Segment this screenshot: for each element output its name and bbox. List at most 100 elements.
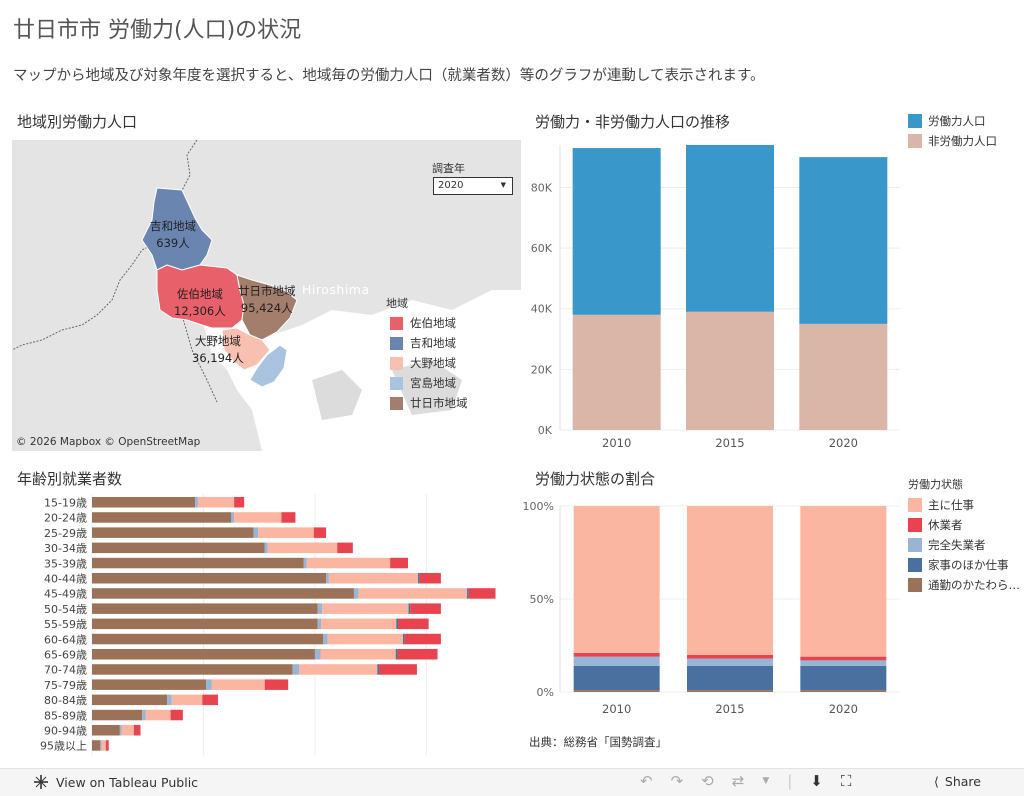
region-ono[interactable] [221, 327, 271, 371]
stacked-bar-segment[interactable] [231, 512, 235, 523]
stacked-bar-segment[interactable] [323, 633, 328, 645]
stacked-bar-segment[interactable] [92, 603, 318, 614]
map-legend-item-yoshiwa[interactable]: 吉和地域 [390, 335, 456, 351]
stacked-bar-segment[interactable] [800, 665, 887, 691]
stacked-bar-segment[interactable] [358, 588, 468, 599]
stacked-bar-segment[interactable] [402, 633, 405, 645]
stacked-bar-segment[interactable] [687, 654, 773, 659]
status-legend-item-commuting[interactable]: 通勤のかたわら… [908, 577, 1020, 593]
stacked-bar-segment[interactable] [410, 603, 441, 614]
stacked-bar-segment[interactable] [337, 542, 353, 554]
stacked-bar-segment[interactable] [573, 656, 660, 666]
pause-icon[interactable]: ▼ [762, 776, 770, 786]
stacked-bar-segment[interactable] [195, 497, 198, 508]
stacked-bar-segment[interactable] [92, 618, 318, 630]
stacked-bar-segment[interactable] [573, 690, 660, 692]
stacked-bar-segment[interactable] [800, 656, 887, 661]
stacked-bar-segment[interactable] [321, 618, 397, 630]
status-legend-item-on-leave[interactable]: 休業者 [908, 517, 963, 533]
map-attribution[interactable]: © 2026 Mapbox © OpenStreetMap [16, 436, 201, 448]
stacked-bar-segment[interactable] [326, 573, 329, 584]
stacked-bar-segment[interactable] [170, 709, 183, 721]
stacked-bar-segment[interactable] [92, 497, 196, 508]
stacked-bar-segment[interactable] [92, 588, 354, 599]
stacked-bar-segment[interactable] [468, 588, 496, 599]
stacked-bar-segment[interactable] [317, 603, 323, 614]
stacked-bar-segment[interactable] [572, 148, 661, 315]
region-hatsukaichi[interactable] [236, 274, 298, 341]
stacked-bar-segment[interactable] [573, 665, 660, 691]
stacked-bar-segment[interactable] [92, 694, 168, 706]
stacked-bar-segment[interactable] [397, 649, 438, 660]
stacked-bar-segment[interactable] [327, 633, 403, 645]
stacked-bar-segment[interactable] [92, 649, 315, 660]
stacked-bar-segment[interactable] [573, 652, 660, 657]
stacked-bar-segment[interactable] [800, 690, 887, 692]
stacked-bar-segment[interactable] [171, 694, 203, 706]
age-employment-chart[interactable]: 15-19歳 20-24歳 25-29歳 30-34歳 35-39歳 40-44歳 45-4… [0, 494, 515, 762]
stacked-bar-segment[interactable] [92, 709, 143, 721]
stacked-bar-segment[interactable] [92, 542, 265, 554]
stacked-bar-segment[interactable] [264, 542, 268, 554]
stacked-bar-segment[interactable] [317, 618, 322, 630]
year-filter-dropdown[interactable]: 2020 ▼ [433, 177, 513, 195]
map-legend-item-miyajima[interactable]: 宮島地域 [390, 375, 456, 391]
stacked-bar-segment[interactable] [92, 633, 324, 645]
stacked-bar-segment[interactable] [281, 512, 296, 523]
stacked-bar-segment[interactable] [320, 649, 396, 660]
download-icon[interactable]: ⬇ [810, 772, 823, 790]
stacked-bar-segment[interactable] [197, 497, 235, 508]
map-legend-item-ono[interactable]: 大野地域 [390, 355, 456, 371]
stacked-bar-segment[interactable] [687, 665, 773, 691]
stacked-bar-segment[interactable] [353, 588, 359, 599]
stacked-bar-segment[interactable] [101, 740, 106, 751]
stacked-bar-segment[interactable] [396, 618, 398, 630]
stacked-bar-segment[interactable] [800, 660, 887, 666]
stacked-bar-segment[interactable] [234, 497, 245, 508]
stacked-bar-segment[interactable] [92, 664, 293, 675]
trend-legend-item-labor[interactable]: 労働力人口 [908, 113, 986, 129]
stacked-bar-segment[interactable] [379, 664, 417, 675]
stacked-bar-segment[interactable] [92, 557, 304, 569]
stacked-bar-segment[interactable] [687, 506, 773, 655]
stacked-bar-segment[interactable] [322, 603, 409, 614]
stacked-bar-segment[interactable] [390, 557, 409, 569]
stacked-bar-segment[interactable] [119, 725, 122, 736]
stacked-bar-segment[interactable] [234, 512, 282, 523]
map-legend-item-hatsukaichi[interactable]: 廿日市地域 [390, 395, 468, 411]
status-share-chart[interactable]: 0% 50% 100% 2010 2015 2020 [520, 492, 905, 722]
status-legend-item-unemployed[interactable]: 完全失業者 [908, 537, 986, 553]
stacked-bar-segment[interactable] [100, 740, 102, 751]
stacked-bar-segment[interactable] [142, 709, 146, 721]
stacked-bar-segment[interactable] [264, 679, 289, 690]
stacked-bar-segment[interactable] [92, 740, 101, 751]
stacked-bar-segment[interactable] [395, 649, 398, 660]
stacked-bar-segment[interactable] [313, 527, 327, 538]
stacked-bar-segment[interactable] [133, 725, 141, 736]
stacked-bar-segment[interactable] [687, 658, 773, 666]
region-map[interactable]: Hiroshima 吉和地域 639人 佐伯地域 12,306人 廿日市地域 95,4… [12, 140, 521, 451]
stacked-bar-segment[interactable] [408, 603, 411, 614]
stacked-bar-segment[interactable] [418, 573, 420, 584]
stacked-bar-segment[interactable] [206, 679, 212, 690]
status-legend-item-main-work[interactable]: 主に仕事 [908, 497, 974, 513]
stacked-bar-segment[interactable] [92, 573, 327, 584]
stacked-bar-segment[interactable] [800, 506, 887, 657]
redo-icon[interactable]: ↷ [670, 772, 684, 790]
stacked-bar-segment[interactable] [419, 573, 441, 584]
stacked-bar-segment[interactable] [467, 588, 469, 599]
stacked-bar-segment[interactable] [687, 690, 773, 692]
stacked-bar-segment[interactable] [105, 740, 109, 751]
stacked-bar-segment[interactable] [92, 725, 120, 736]
stacked-bar-segment[interactable] [202, 694, 218, 706]
stacked-bar-segment[interactable] [167, 694, 172, 706]
region-miyajima[interactable] [249, 344, 288, 388]
stacked-bar-segment[interactable] [92, 527, 254, 538]
view-on-tableau-link[interactable]: View on Tableau Public [33, 774, 198, 790]
stacked-bar-segment[interactable] [573, 506, 660, 653]
stacked-bar-segment[interactable] [377, 664, 380, 675]
stacked-bar-segment[interactable] [686, 311, 774, 430]
stacked-bar-segment[interactable] [404, 633, 441, 645]
stacked-bar-segment[interactable] [145, 709, 171, 721]
stacked-bar-segment[interactable] [799, 157, 888, 324]
